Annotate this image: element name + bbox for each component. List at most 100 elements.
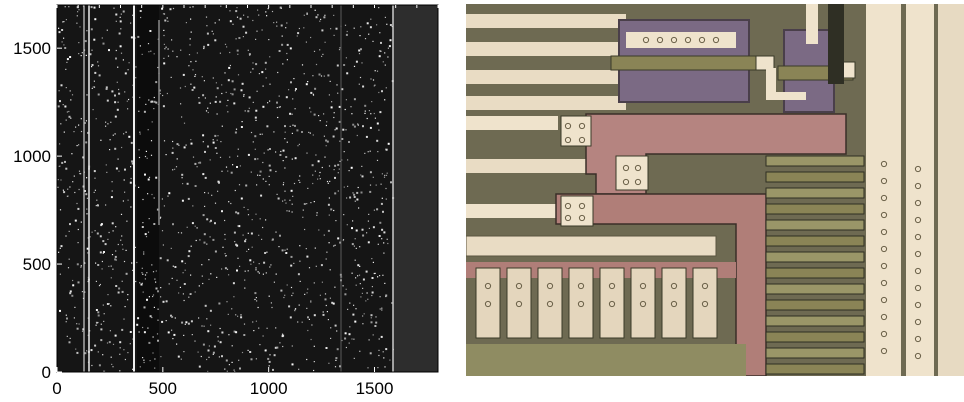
contact-dot <box>880 279 888 287</box>
cell <box>692 267 718 339</box>
speckle <box>191 334 193 336</box>
speckle <box>140 283 143 286</box>
speckle <box>203 80 205 82</box>
speckle <box>99 251 102 254</box>
speckle <box>224 368 226 370</box>
speckle <box>174 317 176 319</box>
speckle <box>327 74 330 77</box>
speckle <box>235 38 237 40</box>
speckle <box>114 258 117 261</box>
speckle <box>284 294 286 296</box>
speckle <box>297 273 300 276</box>
speckle <box>366 22 369 25</box>
speckle <box>370 314 373 317</box>
speckle <box>90 54 92 56</box>
speckle <box>329 80 331 82</box>
speckle <box>123 133 125 135</box>
speckle <box>225 166 228 168</box>
speckle <box>286 43 289 46</box>
speckle <box>379 275 381 277</box>
speckle <box>207 330 210 333</box>
speckle <box>77 242 79 244</box>
speckle <box>265 11 267 13</box>
speckle <box>190 61 192 63</box>
speckle <box>68 341 71 344</box>
speckle <box>210 273 212 275</box>
speckle <box>310 338 312 341</box>
speckle <box>149 360 151 362</box>
speckle <box>198 317 200 319</box>
speckle <box>70 117 72 119</box>
speckle <box>387 56 389 58</box>
dark-trench <box>828 4 844 84</box>
contact-dot <box>880 211 888 219</box>
speckle <box>261 238 263 240</box>
speckle <box>80 118 82 120</box>
x-tick-label: 1500 <box>356 379 394 398</box>
speckle <box>235 10 238 13</box>
speckle <box>259 170 262 173</box>
speckle <box>93 191 95 193</box>
speckle <box>306 12 308 14</box>
speckle <box>247 270 249 272</box>
speckle <box>258 14 260 16</box>
speckle <box>267 357 270 360</box>
speckle <box>314 87 317 90</box>
speckle <box>372 334 374 336</box>
speckle <box>164 19 167 22</box>
ladder-rung <box>765 203 865 215</box>
speckle <box>322 313 325 316</box>
speckle <box>207 349 210 352</box>
speckle <box>374 272 376 274</box>
speckle <box>146 298 148 301</box>
speckle <box>152 294 155 296</box>
speckle <box>139 45 141 47</box>
contact-dot <box>484 282 492 290</box>
speckle <box>355 60 358 63</box>
speckle <box>219 52 221 54</box>
speckle <box>378 235 381 237</box>
speckle <box>152 352 154 354</box>
speckle <box>349 196 352 199</box>
speckle <box>372 261 374 263</box>
speckle <box>293 78 295 80</box>
speckle <box>252 321 254 323</box>
contact-dot <box>698 36 706 44</box>
speckle <box>386 172 388 174</box>
speckle <box>256 300 258 302</box>
speckle <box>313 282 315 284</box>
speckle <box>288 210 290 212</box>
speckle <box>153 197 155 199</box>
speckle <box>254 298 256 301</box>
speckle <box>154 278 156 280</box>
speckle <box>122 59 124 61</box>
speckle <box>131 162 134 165</box>
contact-a <box>755 55 775 71</box>
speckle <box>247 153 250 156</box>
speckle <box>358 83 360 85</box>
speckle <box>183 146 186 149</box>
speckle <box>158 89 161 92</box>
speckle <box>294 108 296 110</box>
speckle <box>289 199 291 201</box>
speckle <box>330 337 332 339</box>
speckle <box>230 202 232 205</box>
speckle <box>57 105 60 108</box>
speckle <box>206 218 209 221</box>
speckle <box>286 59 288 61</box>
speckle <box>107 294 109 296</box>
speckle <box>245 184 248 187</box>
speckle <box>328 94 330 96</box>
speckle <box>190 320 193 323</box>
speckle <box>227 99 229 101</box>
speckle <box>203 233 206 236</box>
speckle <box>57 179 59 181</box>
speckle <box>141 53 143 55</box>
speckle <box>212 353 214 355</box>
speckle <box>371 286 373 288</box>
speckle <box>262 161 264 164</box>
speckle <box>362 315 364 317</box>
speckle <box>216 87 219 90</box>
speckle <box>265 77 267 79</box>
speckle <box>201 264 203 266</box>
